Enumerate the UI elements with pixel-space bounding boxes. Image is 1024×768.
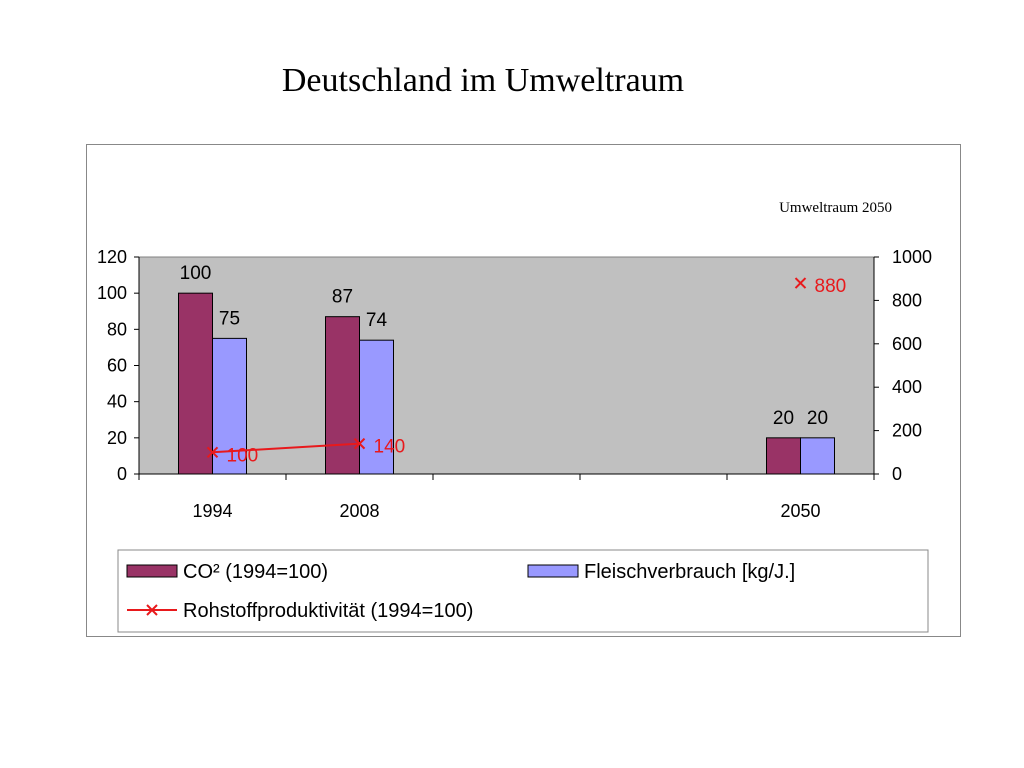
bar-data-label: 74 <box>366 310 388 331</box>
bar-data-label: 20 <box>807 408 828 429</box>
bar-data-label: 100 <box>180 263 212 284</box>
y-tick-label-right: 400 <box>892 377 922 397</box>
legend-label: Rohstoffproduktivität (1994=100) <box>183 600 473 622</box>
y-tick-label-left: 100 <box>97 283 127 303</box>
y-tick-label-right: 200 <box>892 421 922 441</box>
line-series: 100 140 880 <box>206 276 847 466</box>
line-marker <box>794 277 807 289</box>
line-data-label: 140 <box>374 437 406 458</box>
bar-data-label: 20 <box>773 408 794 429</box>
x-tick-label: 1994 <box>192 501 232 521</box>
legend-box <box>117 549 929 633</box>
y-tick-label-left: 60 <box>107 356 127 376</box>
line-segment <box>212 442 360 454</box>
y-tick-label-right: 1000 <box>892 247 932 267</box>
bar-co2 <box>178 292 213 475</box>
line-data-label: 880 <box>815 276 847 297</box>
bar-data-label: 87 <box>332 287 353 308</box>
x-tick-label: 2008 <box>339 501 379 521</box>
legend-label: Fleischverbrauch [kg/J.] <box>584 561 795 583</box>
legend-marker <box>146 604 158 616</box>
x-tick-label: 2050 <box>780 501 820 521</box>
line-marker <box>206 446 219 459</box>
y-tick-label-left: 40 <box>107 392 127 412</box>
chart: Umweltraum 2050 0 20 40 60 80 100 120 0 200 400 60… <box>97 200 932 633</box>
y-tick-label-right: 600 <box>892 334 922 354</box>
y-tick-label-left: 20 <box>107 428 127 448</box>
legend-swatch <box>527 564 579 578</box>
chart-frame: Umweltraum 2050 0 20 40 60 80 100 120 0 200 400 60… <box>86 144 961 637</box>
y-tick-label-left: 0 <box>117 464 127 484</box>
bar-co2 <box>766 437 801 475</box>
bar-fleisch <box>359 339 394 475</box>
y-tick-label-right: 800 <box>892 290 922 310</box>
line-data-label: 100 <box>227 445 259 466</box>
chart-annotation: Umweltraum 2050 <box>779 200 892 216</box>
slide-title: Deutschland im Umweltraum <box>281 62 685 99</box>
axes: 0 20 40 60 80 100 120 0 200 400 600 800 1000 1994 2008… <box>97 247 932 521</box>
y-tick-label-right: 0 <box>892 464 902 484</box>
legend-label: CO² (1994=100) <box>183 561 328 583</box>
line-marker <box>353 437 366 450</box>
y-tick-label-left: 120 <box>97 247 127 267</box>
bar-co2 <box>325 316 360 475</box>
plot-area <box>138 256 875 475</box>
bar-fleisch <box>800 437 835 475</box>
legend-swatch <box>126 564 178 578</box>
bar-data-label: 75 <box>219 308 240 329</box>
y-tick-label-left: 80 <box>107 319 127 339</box>
legend: CO² (1994=100) Fleischverbrauch [kg/J.] Ro… <box>117 549 929 633</box>
